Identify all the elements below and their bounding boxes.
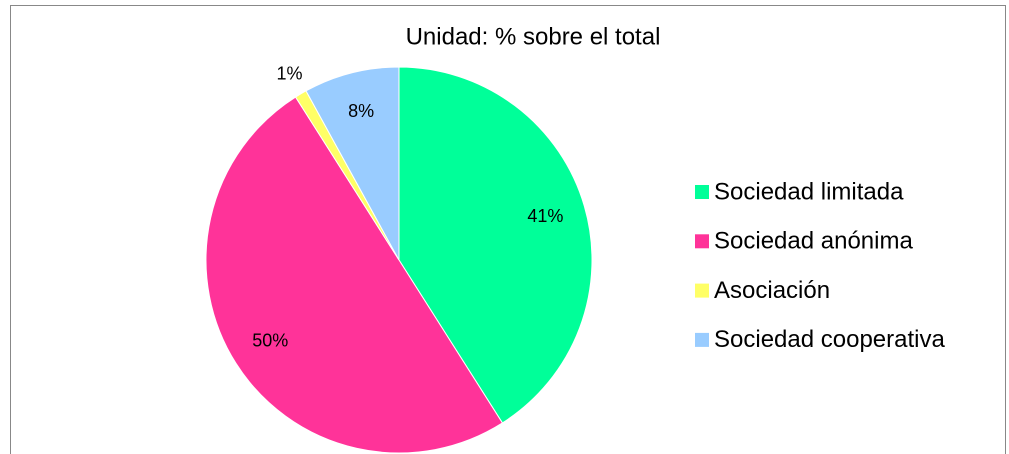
legend-label: Sociedad limitada	[714, 178, 904, 205]
legend-swatch	[695, 332, 709, 347]
legend-swatch	[695, 185, 709, 199]
data-label: 50%	[252, 330, 288, 350]
legend-swatch	[695, 234, 709, 249]
data-label: 41%	[527, 206, 563, 226]
chart-title: Unidad: % sobre el total	[406, 23, 661, 50]
legend-label: Asociación	[714, 277, 830, 304]
pie-slice	[398, 66, 593, 424]
pie-slice	[305, 66, 400, 261]
data-label: 8%	[348, 101, 374, 121]
pie-slice	[205, 96, 504, 454]
legend-label: Sociedad anónima	[714, 228, 913, 255]
legend-label: Sociedad cooperativa	[714, 326, 945, 353]
legend-swatch	[695, 283, 709, 298]
data-label: 1%	[277, 64, 303, 84]
